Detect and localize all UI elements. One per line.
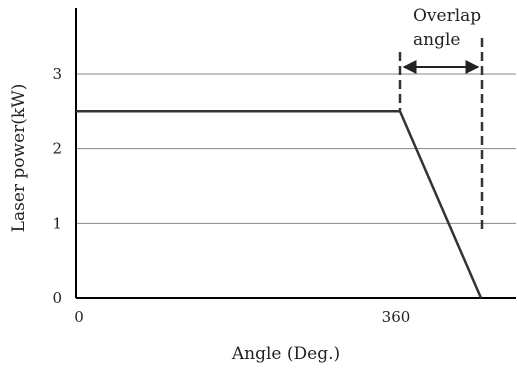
- overlap-annotation: Overlap angle: [398, 6, 484, 232]
- grid-lines: [76, 73, 516, 224]
- overlap-label-line2: angle: [413, 30, 460, 50]
- overlap-label-line1: Overlap: [413, 6, 481, 26]
- y-axis-title: Laser power(kW): [9, 84, 29, 233]
- x-tick-labels: 0 360: [74, 308, 410, 326]
- x-tick-label-360: 360: [382, 308, 411, 326]
- x-axis-title: Angle (Deg.): [231, 344, 340, 364]
- laser-power-line: [76, 110, 483, 299]
- y-tick-label-3: 3: [52, 65, 62, 83]
- y-tick-label-2: 2: [52, 140, 62, 158]
- y-tick-label-1: 1: [52, 214, 62, 232]
- y-tick-labels: 0 1 2 3: [52, 65, 62, 307]
- axes: [75, 8, 516, 299]
- x-tick-label-0: 0: [74, 308, 84, 326]
- y-tick-label-0: 0: [52, 289, 62, 307]
